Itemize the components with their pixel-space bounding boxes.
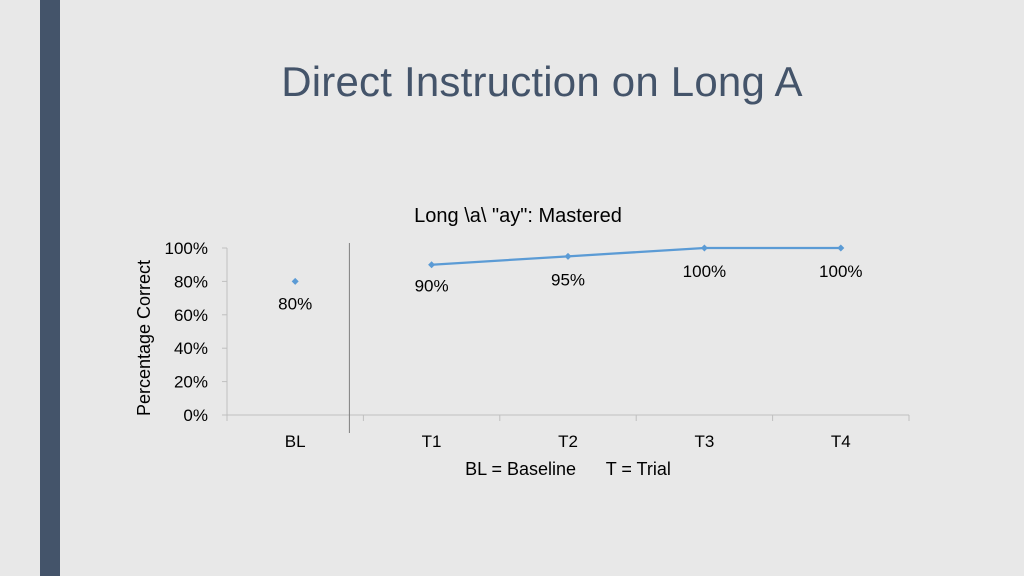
data-point	[291, 277, 299, 285]
y-tick-label: 60%	[174, 306, 208, 325]
y-tick-label: 20%	[174, 373, 208, 392]
y-axis-label: Percentage Correct	[134, 260, 154, 416]
x-tick-label: T1	[422, 432, 442, 451]
data-point	[700, 244, 708, 252]
data-label: 100%	[683, 262, 726, 281]
data-label: 95%	[551, 270, 585, 289]
x-tick-label: T2	[558, 432, 578, 451]
data-point	[564, 252, 572, 260]
x-tick-label: T4	[831, 432, 851, 451]
series-line-treatment	[431, 246, 841, 266]
y-tick-label: 80%	[174, 272, 208, 291]
data-label: 80%	[278, 294, 312, 313]
y-tick-label: 40%	[174, 339, 208, 358]
slide-title: Direct Instruction on Long A	[281, 58, 803, 105]
y-tick-label: 100%	[165, 239, 208, 258]
data-point	[428, 261, 436, 269]
data-point	[837, 244, 845, 252]
axes: 0% 20% 40% 60% 80% 100% BL T1 T2 T3 T4	[165, 239, 910, 451]
x-axis-label: BL = Baseline T = Trial	[465, 459, 671, 479]
left-accent-bar	[40, 0, 60, 576]
data-marks: 80% 90% 95% 100% 100%	[278, 244, 863, 313]
chart-title: Long \a\ "ay": Mastered	[414, 205, 622, 227]
y-tick-label: 0%	[183, 406, 208, 425]
x-tick-label: BL	[285, 432, 306, 451]
data-label: 100%	[819, 262, 862, 281]
data-label: 90%	[415, 277, 449, 296]
x-tick-label: T3	[694, 432, 714, 451]
